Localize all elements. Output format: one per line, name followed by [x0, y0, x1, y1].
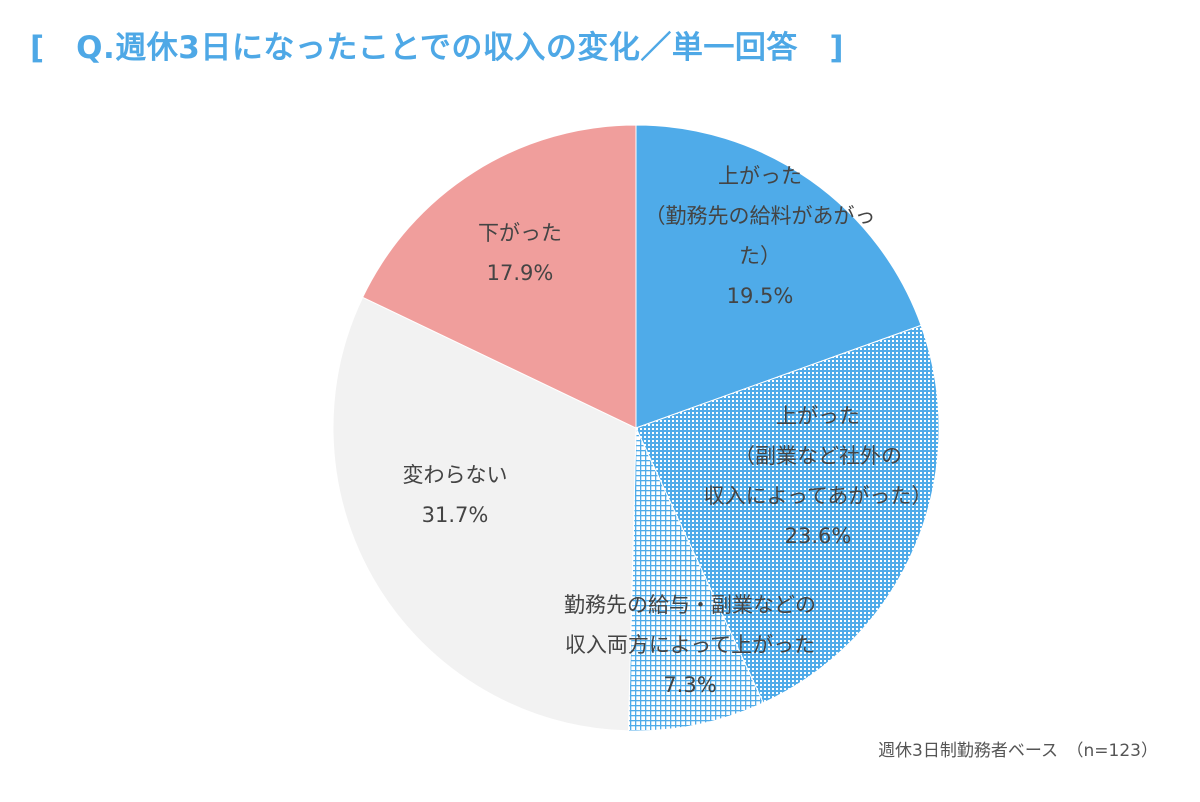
pie-category-label: （副業など社外の: [734, 444, 902, 468]
pie-category-label: 収入によってあがった）: [704, 484, 933, 508]
pie-category-label: 上がった: [718, 164, 802, 188]
pie-slice-main_job: [635, 124, 922, 429]
pie-label-side_job: 上がった （副業など社外の収入によってあがった） 23.6%: [704, 404, 933, 548]
pie-slice-unchanged: [332, 296, 637, 732]
pie-value-label: 19.5%: [727, 284, 794, 308]
pie-value-label: 23.6%: [785, 524, 852, 548]
pie-label-main_job: 上がった （勤務先の給料があがった） 19.5%: [645, 164, 876, 308]
pie-slice-decreased: [361, 124, 637, 429]
pie-category-label: 上がった: [776, 404, 860, 428]
pie-slice-both: [627, 427, 764, 732]
pie-value-label: 7.3%: [663, 673, 716, 697]
chart-title: [ Q.週休3日になったことでの収入の変化／単一回答 ]: [30, 30, 845, 66]
pie-slice-side_job: [635, 324, 940, 704]
pie-category-label: 変わらない: [403, 463, 508, 487]
base-note: 週休3日制勤務者ベース （n=123）: [878, 741, 1158, 761]
pie-value-label: 17.9%: [487, 261, 554, 285]
pie-value-label: 31.7%: [422, 503, 489, 527]
pie-label-both: 勤務先の給与・副業などの収入両方によって上がった 7.3%: [564, 593, 816, 697]
pie-category-label: 勤務先の給与・副業などの: [564, 593, 816, 617]
pie-label-unchanged: 変わらない 31.7%: [403, 463, 508, 527]
pie-category-label: 収入両方によって上がった: [565, 633, 815, 657]
pie-category-label: た）: [739, 244, 781, 268]
pie-category-label: 下がった: [478, 221, 562, 245]
pie-label-decreased: 下がった 17.9%: [478, 221, 562, 285]
pie-category-label: （勤務先の給料があがっ: [645, 204, 876, 228]
